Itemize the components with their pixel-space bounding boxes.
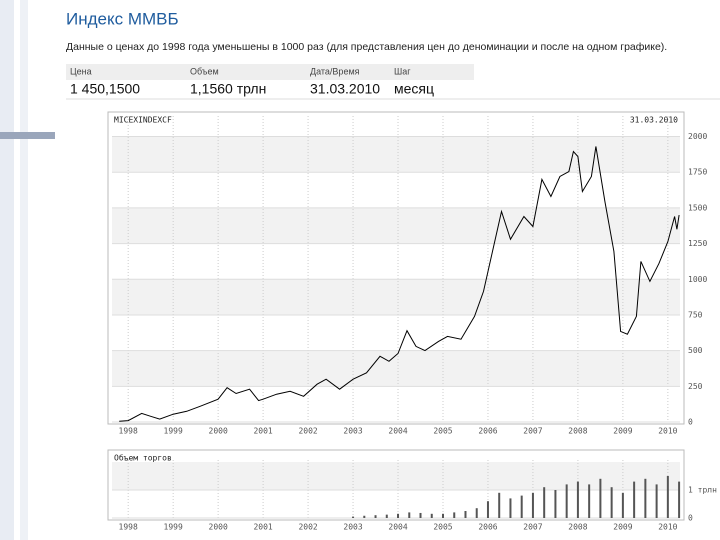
volume-bar: [509, 498, 512, 518]
volume-bar: [531, 492, 534, 518]
x-tick-label: 1999: [164, 427, 183, 436]
volume-bar: [633, 481, 636, 518]
volume-bar: [543, 487, 546, 518]
x-tick-label: 2007: [523, 523, 542, 532]
volume-bar: [464, 511, 467, 518]
volume-bar: [610, 487, 613, 518]
volume-bar: [565, 484, 568, 518]
x-tick-label: 2003: [343, 427, 362, 436]
field-label: Дата/Время: [310, 66, 360, 76]
volume-bar: [599, 478, 602, 518]
x-tick-label: 1999: [164, 523, 183, 532]
x-tick-label: 2005: [433, 523, 452, 532]
volume-bar: [588, 484, 591, 518]
field-value: 1 450,1500: [70, 81, 140, 97]
x-tick-label: 2004: [388, 427, 407, 436]
x-tick-label: 2000: [209, 427, 228, 436]
field-label: Объем: [190, 66, 219, 76]
y-tick-label: 0: [688, 514, 693, 523]
volume-bar: [419, 512, 422, 518]
grid-band: [112, 136, 680, 173]
x-tick-label: 2002: [298, 523, 317, 532]
y-tick-label: 500: [688, 346, 703, 355]
y-tick-label: 1 трлн: [688, 486, 717, 495]
y-tick-label: 1250: [688, 239, 707, 248]
volume-bar: [486, 501, 489, 518]
volume-bar: [678, 481, 681, 518]
grid-band: [112, 279, 680, 315]
x-tick-label: 1998: [119, 427, 138, 436]
y-tick-label: 0: [688, 418, 693, 427]
field-label: Цена: [70, 66, 92, 76]
volume-bar: [352, 516, 355, 518]
grid-band: [112, 207, 680, 244]
volume-bar: [666, 476, 669, 518]
field-value: месяц: [394, 81, 434, 97]
x-tick-label: 2006: [478, 523, 497, 532]
volume-bar: [363, 515, 366, 518]
price-line: [119, 146, 680, 422]
volume-bar: [554, 490, 557, 518]
volume-bar: [453, 512, 456, 518]
chart-title: Объем торгов: [114, 453, 172, 463]
x-tick-label: 2009: [613, 427, 632, 436]
volume-bar: [408, 512, 411, 518]
page-title: Индекс ММВБ: [66, 9, 179, 28]
y-tick-label: 1500: [688, 203, 707, 212]
volume-bar: [397, 513, 400, 518]
x-tick-label: 1998: [119, 523, 138, 532]
x-tick-label: 2001: [253, 427, 272, 436]
volume-bar: [644, 478, 647, 518]
x-tick-label: 2009: [613, 523, 632, 532]
y-tick-label: 750: [688, 310, 703, 319]
field-value: 1,1560 трлн: [190, 81, 266, 97]
side-stripes: [0, 0, 55, 540]
x-tick-label: 2006: [478, 427, 497, 436]
y-tick-label: 1000: [688, 275, 707, 284]
volume-bar: [576, 481, 579, 518]
x-tick-label: 2010: [658, 523, 677, 532]
x-tick-label: 2005: [433, 427, 452, 436]
x-tick-label: 2007: [523, 427, 542, 436]
y-tick-label: 250: [688, 382, 703, 391]
chart-title: MICEXINDEXCF: [114, 116, 172, 125]
info-header-bg: [66, 64, 474, 80]
field-value: 31.03.2010: [310, 81, 380, 97]
field-label: Шаг: [394, 66, 411, 76]
x-tick-label: 2003: [343, 523, 362, 532]
y-tick-label: 1750: [688, 168, 707, 177]
x-tick-label: 2008: [568, 523, 587, 532]
volume-bar: [385, 514, 388, 518]
volume-bar: [374, 515, 377, 518]
x-tick-label: 2000: [209, 523, 228, 532]
subtitle: Данные о ценах до 1998 года уменьшены в …: [66, 41, 667, 53]
grid-band: [112, 350, 680, 387]
volume-bar: [655, 484, 658, 518]
volume-bar: [441, 513, 444, 518]
volume-bar: [520, 495, 523, 518]
grid-band: [112, 462, 680, 490]
x-tick-label: 2004: [388, 523, 407, 532]
volume-bar: [475, 508, 478, 518]
x-tick-label: 2010: [658, 427, 677, 436]
chart-date: 31.03.2010: [630, 116, 678, 125]
volume-bar: [430, 513, 433, 518]
y-tick-label: 2000: [688, 132, 707, 141]
volume-bar: [621, 492, 624, 518]
x-tick-label: 2002: [298, 427, 317, 436]
x-tick-label: 2008: [568, 427, 587, 436]
x-tick-label: 2001: [253, 523, 272, 532]
volume-bar: [498, 492, 501, 518]
